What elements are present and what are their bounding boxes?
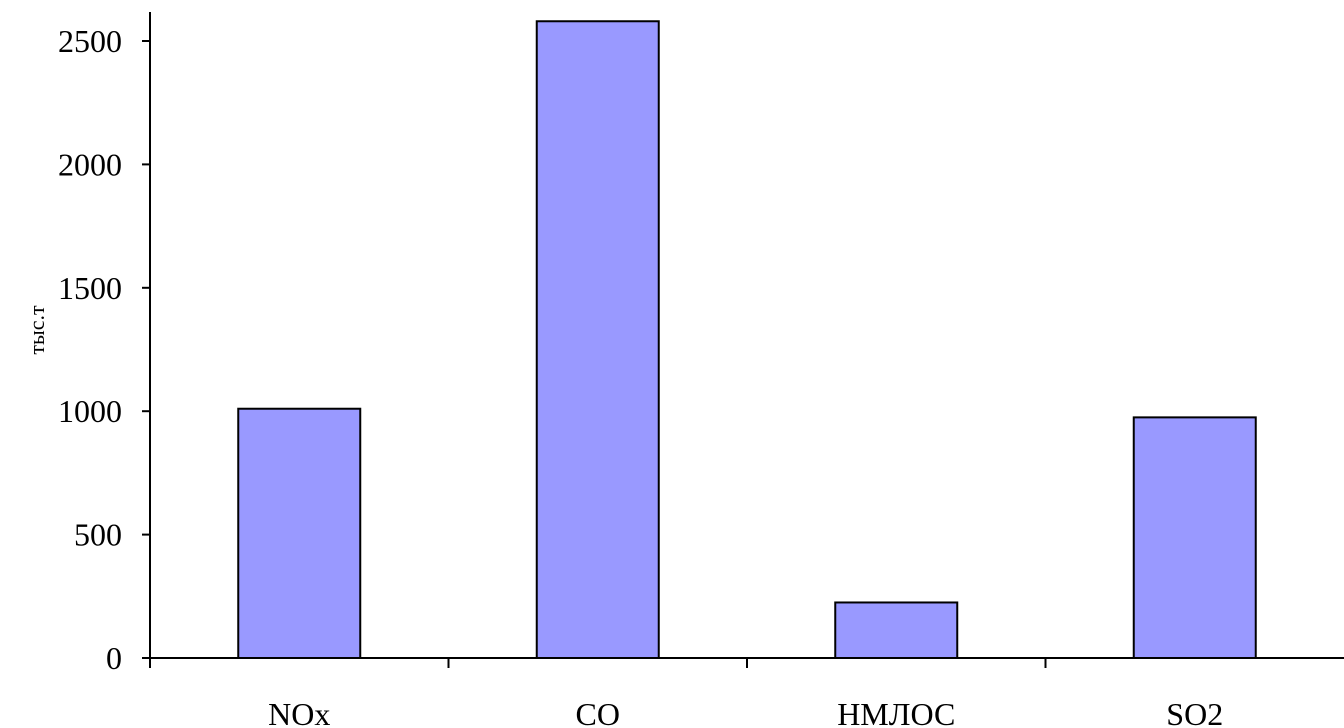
y-tick-label: 1000 — [58, 393, 122, 429]
y-tick-label: 0 — [106, 640, 122, 676]
x-tick-label: НМЛОС — [837, 696, 955, 728]
y-tick-label: 1500 — [58, 270, 122, 306]
y-tick-label: 2000 — [58, 146, 122, 182]
y-axis: 0 500 1000 1500 2000 2500 — [58, 12, 151, 676]
x-tick-label: CO — [576, 696, 620, 728]
bars — [237, 20, 1257, 660]
bar — [535, 20, 660, 660]
y-tick-label: 500 — [74, 517, 122, 553]
x-tick-label: NOx — [268, 696, 330, 728]
x-tick-label: SO2 — [1166, 696, 1223, 728]
bar — [1132, 416, 1257, 659]
x-axis: NOx CO НМЛОС SO2 — [149, 657, 1344, 728]
y-axis-title: тыс.т — [24, 305, 49, 355]
y-tick-label: 2500 — [58, 23, 122, 59]
bar — [834, 601, 959, 659]
bar — [237, 407, 362, 659]
